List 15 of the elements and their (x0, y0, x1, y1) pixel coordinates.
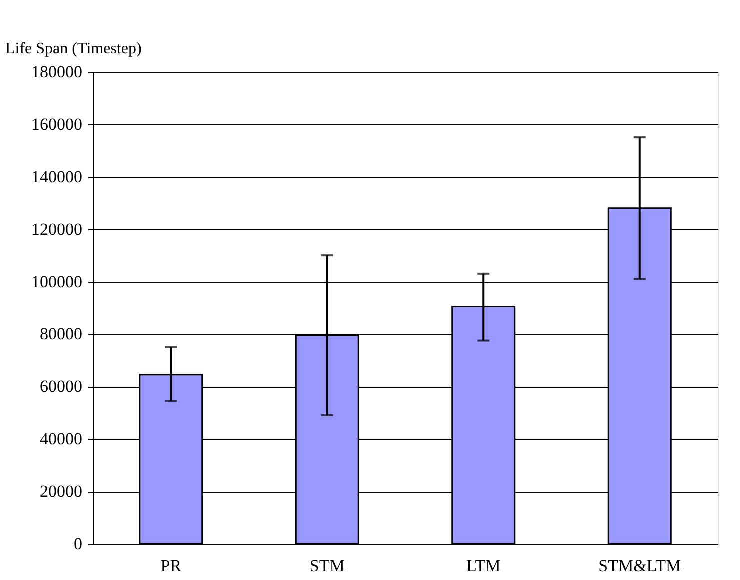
y-tick-label: 0 (74, 534, 82, 554)
x-tick-label: STM&LTM (598, 556, 682, 576)
y-axis-title: Life Span (Timestep) (6, 40, 142, 58)
y-tick-label: 100000 (32, 272, 82, 292)
y-tick-label: 140000 (32, 167, 82, 186)
y-tick-label: 160000 (32, 114, 82, 134)
y-tick-label: 120000 (32, 220, 82, 239)
x-tick-label: LTM (466, 556, 501, 576)
y-tick-label: 180000 (32, 62, 82, 82)
x-tick-label: PR (160, 556, 182, 576)
y-tick-label: 40000 (40, 430, 82, 449)
x-tick-label: STM (310, 556, 345, 576)
y-tick-label: 20000 (40, 482, 82, 502)
y-tick-label: 60000 (40, 377, 82, 396)
y-tick-label: 80000 (40, 324, 82, 344)
